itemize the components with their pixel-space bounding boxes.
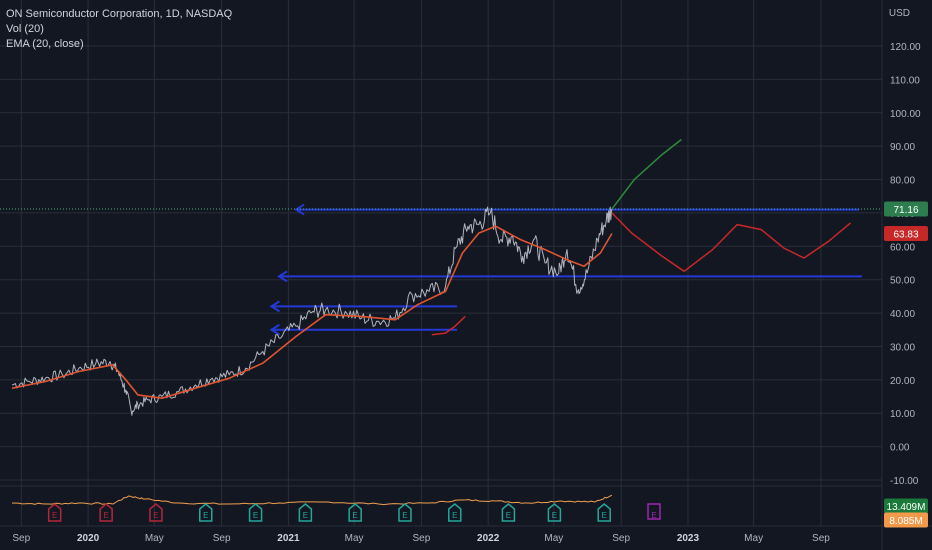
projection-bullish-curve[interactable] [611,138,682,210]
support-level-arrow [269,300,280,313]
earnings-marker[interactable]: E [149,503,163,522]
earnings-past-shape [398,503,412,522]
ema-price-badge: 63.83 [893,230,918,241]
support-level-arrow [294,203,305,216]
earnings-label: E [353,511,358,520]
time-tick-label: Sep [612,533,630,544]
price-tick-label: -10.00 [890,476,919,487]
earnings-past-shape [149,503,163,522]
chart-legend: ON Semiconductor Corporation, 1D, NASDAQ… [6,7,232,52]
earnings-label: E [153,511,158,520]
projection-cycle-curve[interactable] [611,212,851,273]
ema-indicator-label[interactable]: EMA (20, close) [6,38,84,50]
price-tick-label: 80.00 [890,176,915,187]
price-tick-label: 90.00 [890,142,915,153]
earnings-marker[interactable]: E [597,503,611,522]
earnings-label: E [452,511,457,520]
earnings-label: E [303,511,308,520]
earnings-label: E [253,511,258,520]
earnings-past-shape [248,503,263,522]
earnings-marker[interactable]: E [47,503,62,522]
last-price-badge-bg [884,201,928,217]
time-tick-label: Sep [413,533,431,544]
price-badges: 71.16 63.83 13.409M 8.085M [884,201,928,528]
earnings-past-shape [99,503,113,522]
earnings-past-shape [348,503,362,522]
earnings-marker[interactable]: E [298,503,313,522]
price-tick-label: 110.00 [890,75,920,86]
ema-price-badge-bg [884,226,928,242]
currency-label: USD [888,8,910,19]
price-tick-label: 120.00 [890,42,921,53]
earnings-label: E [203,511,208,520]
earnings-label: E [402,511,407,520]
projection-layer [431,138,851,336]
price-tick-label: 40.00 [890,309,915,320]
earnings-future-box [647,503,661,520]
time-tick-label: Sep [213,533,231,544]
time-tick-label: May [345,533,364,544]
earnings-past-shape [298,503,313,522]
price-tick-label: 0.00 [890,443,910,454]
earnings-past-shape [47,503,62,522]
support-level-arrow [277,270,288,283]
time-tick-label: May [145,533,164,544]
price-axis[interactable]: 120.00110.00100.0090.0080.0070.0060.0050… [890,42,921,487]
volume-indicator-label[interactable]: Vol (20) [6,23,44,35]
earnings-past-shape [448,503,462,522]
earnings-marker[interactable]: E [547,503,562,522]
earnings-marker[interactable]: E [647,503,661,520]
earnings-past-shape [547,503,562,522]
volume-ma-badge-bg [884,512,928,528]
small-curve-drawing[interactable] [431,315,466,336]
earnings-past-shape [597,503,611,522]
earnings-marker[interactable]: E [448,503,462,522]
earnings-marker[interactable]: E [99,503,113,522]
time-tick-label: May [744,533,763,544]
earnings-marker[interactable]: E [398,503,412,522]
ema-series-line [11,225,613,399]
time-axis[interactable]: Sep 2020 May Sep 2021 May Sep 2022 May Sep 2023 May… [12,533,830,544]
time-tick-label: Sep [12,533,30,544]
series-layer [11,206,613,416]
earnings-marker[interactable]: E [248,503,263,522]
volume-ma-line [11,494,613,506]
volume-ma-badge: 8.085M [889,516,922,527]
volume-pane [11,494,613,506]
earnings-past-shape [199,503,213,522]
price-tick-label: 100.00 [890,109,921,120]
time-tick-label: Sep [812,533,830,544]
earnings-label: E [506,511,511,520]
earnings-past-shape [501,503,516,522]
price-tick-label: 50.00 [890,276,915,287]
price-tick-label: 30.00 [890,342,915,353]
symbol-title[interactable]: ON Semiconductor Corporation, 1D, NASDAQ [6,8,233,20]
volume-badge-bg [884,498,928,514]
price-series-line [11,206,613,416]
earnings-label: E [552,511,557,520]
price-tick-label: 60.00 [890,242,915,253]
price-tick-label: 10.00 [890,409,915,420]
drawings-layer [0,203,882,336]
last-price-badge: 71.16 [893,205,918,216]
support-level-arrow [269,323,280,336]
time-tick-label: 2022 [477,533,500,544]
price-tick-label: 20.00 [890,376,915,387]
time-tick-label: 2023 [677,533,700,544]
time-tick-label: May [544,533,563,544]
earnings-label: E [52,511,57,520]
earnings-label: E [651,511,656,520]
time-tick-label: 2021 [277,533,300,544]
earnings-marker[interactable]: E [348,503,362,522]
earnings-label: E [103,511,108,520]
volume-badge: 13.409M [887,502,926,513]
earnings-label: E [602,511,607,520]
earnings-marker[interactable]: E [501,503,516,522]
earnings-marker[interactable]: E [199,503,213,522]
time-tick-label: 2020 [77,533,100,544]
